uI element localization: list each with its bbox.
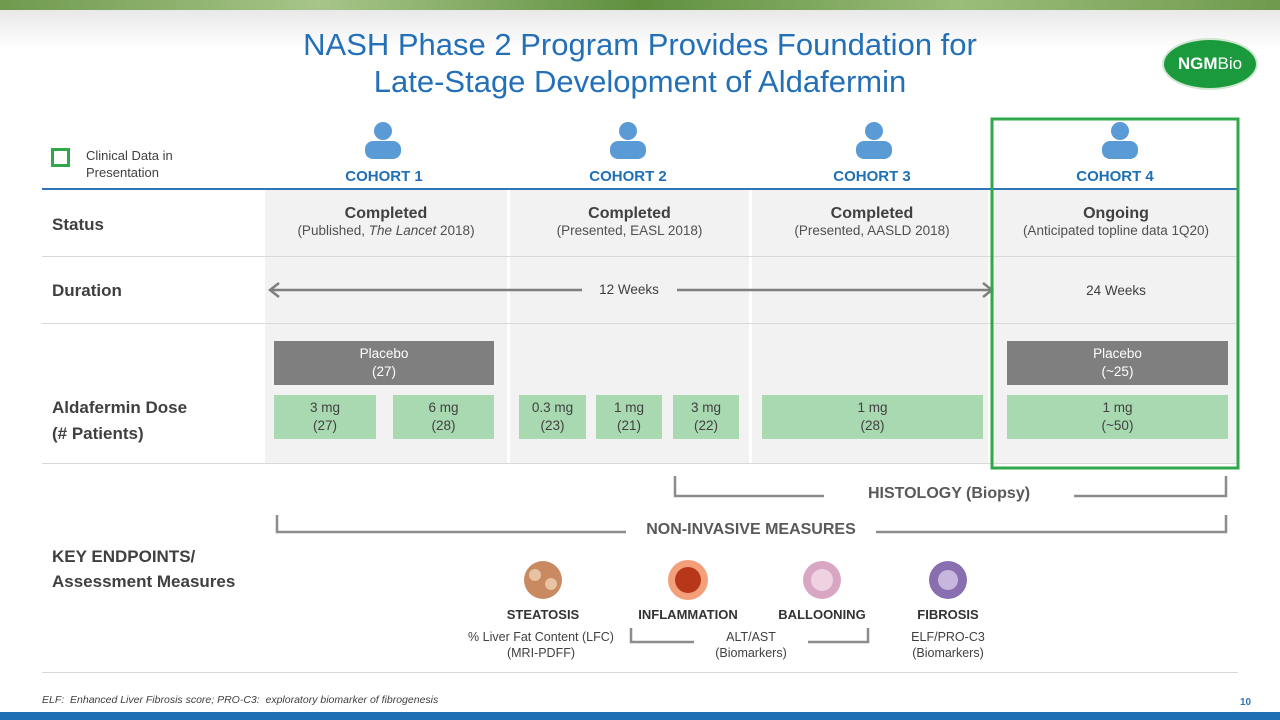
dose-box: 1 mg (21): [596, 395, 662, 439]
header-bg: [0, 10, 1280, 110]
dose-label: Placebo: [359, 346, 409, 361]
person-icons: [365, 122, 1138, 159]
dose-patients: (~50): [1101, 418, 1134, 433]
status-detail: (Anticipated topline data 1Q20): [1022, 223, 1210, 238]
status-detail: (Presented, EASL 2018): [556, 223, 703, 238]
dose-patients: (22): [693, 418, 718, 433]
dose-box: 0.3 mg (23): [519, 395, 586, 439]
dose-box: 6 mg (28): [393, 395, 494, 439]
dose-patients: (23): [540, 418, 565, 433]
feature: INFLAMMATION: [638, 607, 738, 622]
row-separator: [42, 672, 1238, 673]
dose-patients: (27): [312, 418, 337, 433]
row-separator: [42, 463, 1238, 464]
detail-part: 2018): [436, 223, 475, 238]
status: Completed: [344, 205, 428, 222]
histology-icons: [524, 560, 967, 600]
row-label: Aldafermin Dose: [52, 398, 188, 417]
cohort-name: COHORT 1: [345, 168, 423, 185]
dose-box: Placebo (27): [274, 341, 494, 385]
title-line: NASH Phase 2 Program Provides Foundation…: [303, 27, 977, 62]
dose-patients: (~25): [1101, 364, 1134, 379]
measure-line: (Biomarkers): [912, 646, 984, 660]
legend-text: Clinical Data in Presentation: [86, 147, 173, 181]
histology-label: HISTOLOGY (Biopsy): [867, 485, 1031, 502]
duration: 12 Weeks: [599, 282, 659, 297]
measure-line: ELF/PRO-C3: [911, 630, 985, 644]
status-detail: (Published, The Lancet 2018): [265, 223, 507, 238]
non-invasive-label: NON-INVASIVE MEASURES: [646, 521, 856, 538]
dose-label: 1 mg: [613, 400, 644, 415]
legend-line: Presentation: [86, 165, 159, 180]
header-rule: [42, 188, 1238, 190]
cohort-name: COHORT 3: [833, 168, 911, 185]
dose-label: 3 mg: [690, 400, 721, 415]
status-cell: Completed (Presented, AASLD 2018): [752, 205, 992, 238]
dose-label: Placebo: [1093, 346, 1142, 361]
measure: ELF/PRO-C3 (Biomarkers): [848, 629, 1048, 661]
status: Completed: [588, 205, 671, 222]
dose-box: 3 mg (27): [274, 395, 376, 439]
dose-patients: (27): [371, 364, 396, 379]
logo-suffix: Bio: [1217, 54, 1243, 73]
feature: STEATOSIS: [506, 607, 580, 622]
dose-patients: (28): [860, 418, 885, 433]
logo-main: NGM: [1177, 54, 1218, 73]
dose-label: 0.3 mg: [531, 400, 574, 415]
status-detail: (Presented, AASLD 2018): [794, 223, 950, 238]
dose-label: 1 mg: [1102, 400, 1133, 415]
logo: NGM Bio: [1162, 38, 1258, 90]
title-line: Late-Stage Development of Aldafermin: [373, 64, 907, 99]
dose-patients: (28): [431, 418, 456, 433]
row-separator: [42, 323, 1238, 324]
measure: ALT/AST (Biomarkers): [651, 629, 851, 661]
brackets: [275, 476, 1228, 644]
measure-line: (Biomarkers): [715, 646, 787, 660]
dose-box: 1 mg (28): [762, 395, 983, 439]
feature: BALLOONING: [778, 607, 866, 622]
status-cell: Completed (Presented, EASL 2018): [510, 205, 749, 238]
cohort-name: COHORT 2: [589, 168, 667, 185]
feature: FIBROSIS: [917, 607, 979, 622]
row-label: Duration: [52, 281, 122, 300]
top-band: [0, 0, 1280, 10]
measure-line: ALT/AST: [726, 630, 776, 644]
status: Completed: [830, 205, 914, 222]
endpoints-label: Assessment Measures: [52, 572, 236, 591]
status-cell: Completed (Published, The Lancet 2018): [265, 205, 507, 238]
status-cell: Ongoing (Anticipated topline data 1Q20): [991, 205, 1241, 238]
row-label: Status: [52, 215, 104, 234]
bottom-band: [0, 712, 1280, 720]
dose-box: 1 mg (~50): [1007, 395, 1228, 439]
measure-line: % Liver Fat Content (LFC): [468, 630, 614, 644]
detail-part: (Published,: [297, 223, 369, 238]
measure: % Liver Fat Content (LFC) (MRI-PDFF): [441, 629, 641, 661]
status: Ongoing: [1083, 205, 1149, 222]
dose-box: Placebo (~25): [1007, 341, 1228, 385]
dose-label: 3 mg: [309, 400, 340, 415]
duration: 24 Weeks: [1086, 283, 1146, 298]
legend-line: Clinical Data in: [86, 148, 173, 163]
detail-part: The Lancet: [368, 223, 437, 238]
endpoints-label: KEY ENDPOINTS/: [52, 547, 196, 566]
measure-line: (MRI-PDFF): [506, 646, 576, 660]
dose-box: 3 mg (22): [673, 395, 739, 439]
dose-patients: (21): [616, 418, 641, 433]
dose-label: 6 mg: [428, 400, 459, 415]
legend-swatch: [51, 148, 70, 167]
dose-label: 1 mg: [857, 400, 888, 415]
row-label: (# Patients): [52, 424, 144, 443]
cohort-name: COHORT 4: [1076, 168, 1154, 185]
row-separator: [42, 256, 1238, 257]
page-number: 10: [1240, 697, 1252, 708]
footnote: ELF: Enhanced Liver Fibrosis score; PRO-…: [42, 694, 439, 706]
cohort-4-highlight: [990, 117, 1240, 470]
